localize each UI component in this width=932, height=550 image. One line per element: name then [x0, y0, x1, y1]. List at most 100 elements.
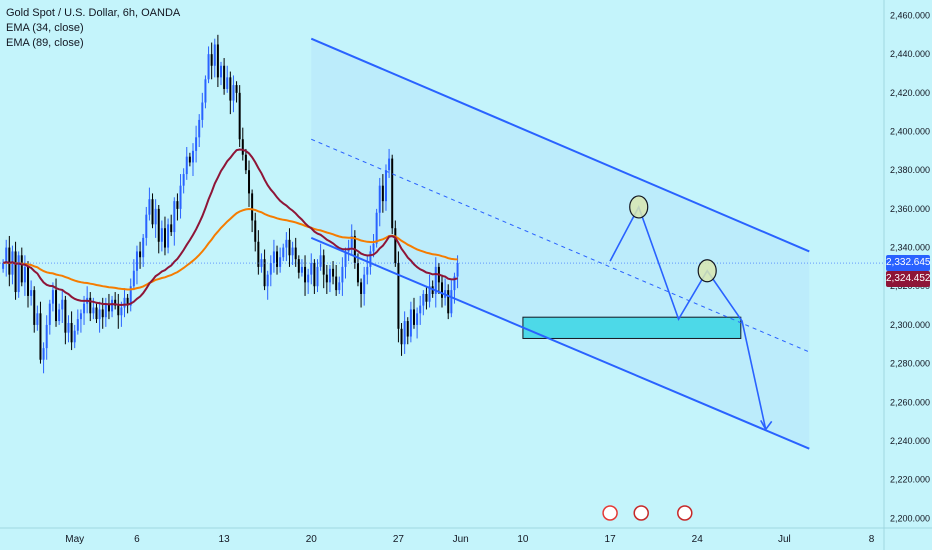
candle-body — [235, 85, 238, 93]
legend-ema-89[interactable]: EMA (89, close) — [6, 37, 84, 49]
candle-body — [366, 266, 369, 275]
candle-body — [98, 309, 101, 320]
candle-body — [76, 319, 79, 331]
candle-body — [350, 235, 353, 248]
candle-body — [142, 237, 145, 258]
candle-body — [70, 322, 73, 343]
candle-body — [272, 251, 275, 264]
candle-body — [360, 282, 363, 294]
candle-body — [244, 154, 247, 171]
candle-body — [412, 309, 415, 325]
candle-body — [148, 199, 151, 215]
candle-body — [107, 303, 110, 312]
candle-body — [120, 307, 123, 316]
candle-body — [316, 266, 319, 287]
target-circle — [697, 259, 717, 283]
target-circle — [629, 195, 649, 219]
ema-34-line — [2, 148, 458, 307]
candle-body — [58, 309, 61, 322]
candle-body — [182, 174, 185, 186]
candle-body — [79, 313, 82, 320]
candle-body — [55, 290, 58, 322]
candle-body — [114, 299, 117, 306]
candle-body — [434, 266, 437, 294]
x-tick-label: 20 — [306, 534, 318, 545]
candle-body — [394, 228, 397, 264]
candle-body — [313, 263, 316, 287]
candle-body — [123, 297, 126, 308]
y-tick-label: 2,220.000 — [890, 475, 930, 485]
candle-body — [39, 313, 42, 360]
candle-body — [83, 303, 86, 314]
candle-body — [229, 77, 232, 101]
candle-body — [51, 290, 54, 304]
x-tick-label: 17 — [605, 534, 617, 545]
candle-body — [61, 299, 64, 310]
channel-mid-line — [311, 138, 810, 353]
candle-body — [132, 270, 135, 287]
candle-body — [409, 309, 412, 337]
candle-body — [397, 263, 400, 329]
legend-symbol[interactable]: Gold Spot / U.S. Dollar, 6h, OANDA — [6, 7, 181, 19]
candle-body — [64, 299, 67, 333]
y-tick-label: 2,460.000 — [890, 10, 930, 20]
candle-body — [188, 156, 191, 163]
candle-body — [276, 251, 279, 267]
y-tick-label: 2,380.000 — [890, 165, 930, 175]
candle-body — [23, 266, 26, 283]
candle-body — [291, 247, 294, 256]
candle-body — [369, 251, 372, 267]
y-tick-label: 2,440.000 — [890, 49, 930, 59]
candle-body — [285, 239, 288, 248]
event-icon — [633, 505, 649, 521]
candle-body — [325, 274, 328, 283]
y-tick-label: 2,280.000 — [890, 359, 930, 369]
candle-body — [33, 290, 36, 325]
candle-body — [447, 290, 450, 314]
candle-body — [170, 224, 173, 233]
x-tick-label: May — [65, 534, 84, 545]
candle-body — [2, 263, 5, 269]
candle-body — [27, 266, 30, 296]
y-tick-label: 2,260.000 — [890, 397, 930, 407]
candle-body — [73, 330, 76, 343]
legend-ema-34[interactable]: EMA (34, close) — [6, 22, 84, 34]
event-icon — [677, 505, 693, 521]
candle-body — [220, 65, 222, 78]
ema-89-line — [3, 207, 458, 291]
candle-body — [372, 243, 375, 252]
candle-body — [400, 328, 403, 345]
candle-body — [269, 263, 272, 275]
projection-arrowhead — [760, 419, 773, 431]
y-tick-label: 2,200.000 — [890, 513, 930, 523]
candle-body — [338, 282, 341, 291]
candle-body — [282, 247, 285, 258]
candle-body — [419, 305, 422, 314]
candle-body — [42, 348, 45, 360]
candle-body — [126, 297, 129, 306]
x-tick-label: Jun — [453, 534, 469, 545]
y-tick-label: 2,340.000 — [890, 243, 930, 253]
candle-body — [263, 259, 266, 287]
candle-body — [456, 263, 459, 277]
candle-body — [304, 266, 307, 283]
candle-body — [139, 251, 142, 258]
x-tick-label: 6 — [134, 534, 140, 545]
candle-body — [288, 239, 291, 256]
candle-body — [378, 185, 381, 213]
candle-body — [5, 247, 8, 264]
y-tick-label: 2,300.000 — [890, 320, 930, 330]
candle-body — [30, 290, 33, 296]
candle-body — [89, 297, 92, 314]
candle-body — [204, 79, 207, 103]
candle-body — [251, 193, 254, 221]
candle-body — [207, 54, 210, 80]
candle-body — [223, 65, 226, 89]
candle-body — [344, 251, 347, 267]
candle-body — [67, 322, 70, 333]
candle-body — [294, 247, 297, 260]
candle-body — [104, 303, 107, 318]
